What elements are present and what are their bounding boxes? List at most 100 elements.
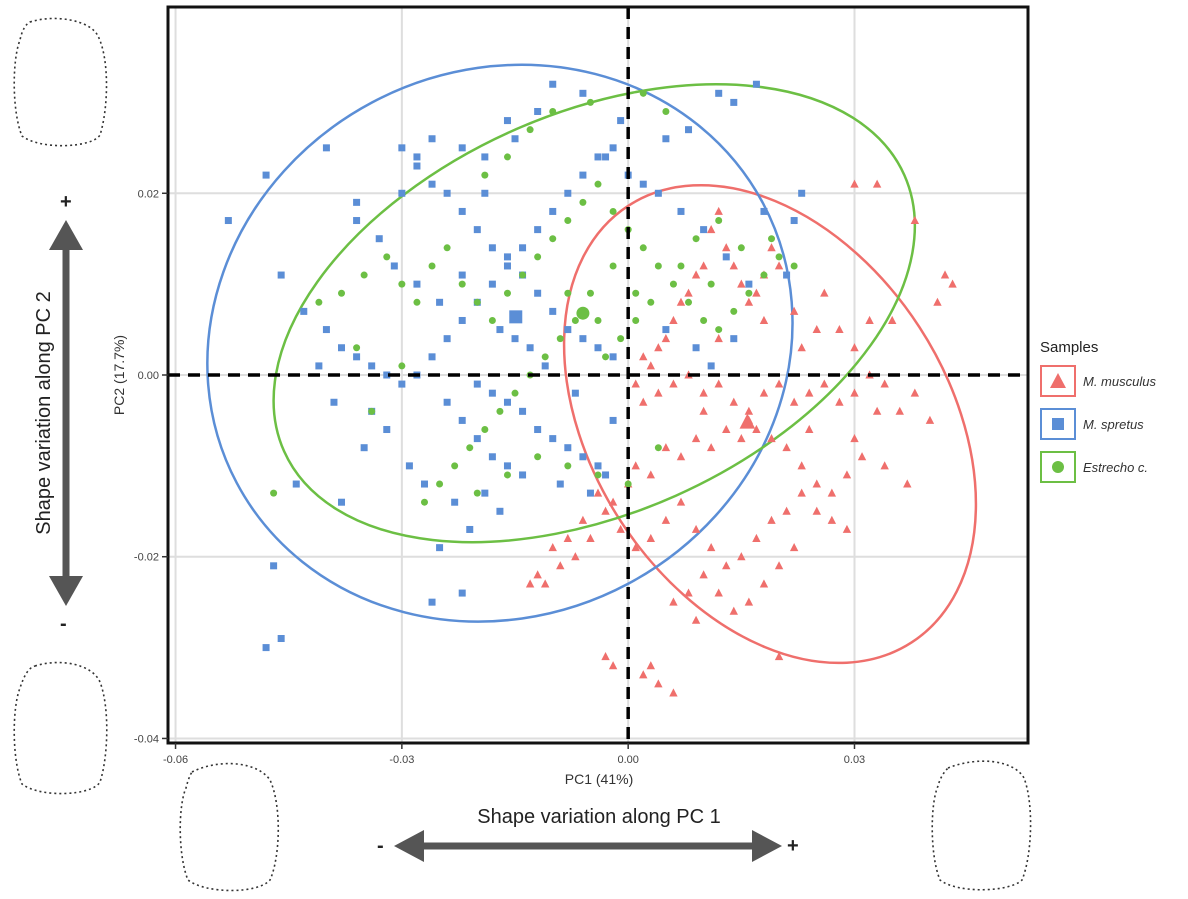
y-axis-title: PC2 (17.7%) (111, 335, 127, 415)
point-m-musculus (563, 533, 573, 543)
point-m-spretus (277, 271, 285, 279)
point-m-spretus (503, 253, 511, 261)
point-m-spretus (602, 153, 610, 161)
point-m-spretus (594, 344, 602, 352)
point-m-musculus (812, 479, 821, 488)
point-m-musculus (669, 315, 678, 324)
point-m-musculus (601, 652, 610, 661)
point-estrecho-c (737, 244, 745, 252)
point-estrecho-c (503, 289, 511, 297)
pc1-arrow-head-left (394, 830, 424, 862)
point-m-musculus (691, 615, 701, 624)
point-m-musculus (835, 324, 844, 334)
y-tick-label: -0.02 (134, 552, 159, 564)
ellipse-m-musculus (562, 183, 978, 665)
point-m-spretus (609, 353, 617, 361)
square-marker-icon (1052, 418, 1064, 430)
point-m-musculus (714, 334, 723, 343)
point-m-spretus (579, 89, 587, 97)
point-m-musculus (669, 597, 678, 606)
point-estrecho-c (692, 235, 700, 243)
point-m-spretus (549, 307, 557, 315)
point-m-musculus (646, 470, 656, 479)
point-m-spretus (458, 316, 466, 324)
point-m-spretus (541, 362, 549, 370)
point-m-spretus (602, 471, 610, 479)
point-m-spretus (503, 117, 511, 125)
pc2-arrow-head-up (49, 220, 83, 250)
point-m-musculus (940, 270, 950, 279)
point-m-spretus (458, 144, 466, 152)
point-m-musculus (646, 361, 656, 370)
point-estrecho-c (564, 217, 572, 225)
point-m-spretus (368, 362, 376, 370)
point-m-spretus (270, 562, 278, 570)
point-estrecho-c (458, 280, 466, 288)
point-estrecho-c (586, 98, 594, 106)
point-m-spretus (609, 144, 617, 152)
point-estrecho-c (579, 198, 587, 206)
pc1-plus-shape-outline-icon (931, 760, 1032, 891)
point-m-spretus (443, 189, 451, 197)
point-m-musculus (722, 243, 731, 252)
point-m-spretus (654, 189, 662, 197)
point-m-musculus (691, 524, 701, 533)
point-m-musculus (827, 515, 837, 524)
point-m-spretus (579, 171, 587, 179)
point-estrecho-c (549, 107, 557, 115)
point-m-musculus (789, 543, 799, 552)
point-estrecho-c (624, 480, 632, 488)
point-m-musculus (865, 315, 874, 324)
point-m-spretus (617, 117, 625, 125)
point-m-musculus (774, 561, 784, 570)
point-m-spretus (519, 471, 527, 479)
point-m-musculus (586, 533, 595, 543)
point-m-musculus (850, 388, 859, 397)
point-m-spretus (413, 162, 421, 170)
pc2-plus-sign: + (60, 191, 72, 213)
point-m-spretus (481, 153, 489, 161)
point-m-spretus (353, 217, 361, 225)
point-estrecho-c (270, 489, 278, 497)
point-m-musculus (797, 343, 806, 352)
point-m-musculus (789, 397, 799, 406)
pc2-minus-shape-outline-icon (13, 661, 108, 795)
point-m-spretus (451, 498, 459, 506)
point-m-musculus (654, 679, 663, 688)
point-m-musculus (850, 343, 859, 352)
point-m-spretus (436, 544, 444, 552)
point-m-musculus (842, 470, 852, 479)
point-m-spretus (277, 635, 285, 643)
point-m-spretus (383, 426, 391, 434)
point-estrecho-c (398, 362, 406, 370)
point-m-spretus (443, 335, 451, 343)
point-m-musculus (654, 388, 663, 397)
point-m-musculus (691, 433, 701, 443)
pc2-arrow: + - Shape variation along PC 2 (33, 191, 83, 635)
point-m-musculus (699, 406, 708, 415)
point-m-spretus (534, 289, 542, 297)
point-m-spretus (338, 498, 346, 506)
centroid-estrecho-c (576, 306, 590, 320)
reference-lines (168, 7, 1028, 743)
point-estrecho-c (383, 253, 391, 261)
point-m-musculus (593, 488, 603, 497)
point-m-musculus (880, 379, 889, 388)
point-m-musculus (706, 443, 716, 452)
point-estrecho-c (654, 444, 662, 452)
point-m-spretus (300, 307, 308, 315)
point-m-musculus (706, 543, 716, 552)
point-m-spretus (639, 180, 647, 188)
point-estrecho-c (760, 271, 768, 279)
point-m-musculus (782, 443, 791, 452)
point-m-musculus (744, 597, 754, 606)
point-m-musculus (684, 588, 693, 597)
point-m-spretus (707, 362, 715, 370)
point-m-spretus (353, 198, 361, 206)
point-estrecho-c (556, 335, 564, 343)
point-m-spretus (262, 644, 270, 652)
point-m-musculus (676, 452, 686, 461)
y-tick-label: 0.02 (138, 188, 159, 200)
point-m-musculus (608, 497, 618, 506)
